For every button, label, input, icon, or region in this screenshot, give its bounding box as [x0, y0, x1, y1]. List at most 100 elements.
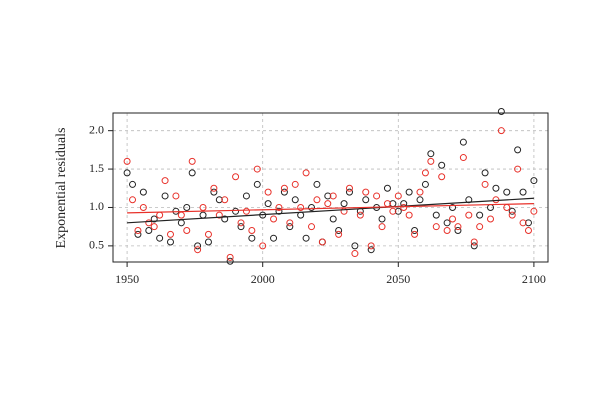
point — [134, 230, 142, 238]
point — [199, 211, 207, 219]
point — [438, 173, 446, 181]
point — [237, 219, 245, 227]
point — [308, 223, 316, 231]
point — [313, 180, 321, 188]
point — [492, 184, 500, 192]
point — [427, 157, 435, 165]
point — [280, 184, 288, 192]
point — [508, 207, 516, 215]
point — [449, 203, 457, 211]
point — [497, 107, 505, 115]
point — [514, 146, 522, 154]
point — [432, 211, 440, 219]
point — [194, 242, 202, 250]
point — [470, 238, 478, 246]
point — [248, 234, 256, 242]
point — [270, 215, 278, 223]
point — [297, 203, 305, 211]
point — [248, 227, 256, 235]
point — [459, 154, 467, 162]
point — [481, 169, 489, 177]
point — [291, 196, 299, 204]
point — [188, 169, 196, 177]
point — [524, 219, 532, 227]
point — [242, 207, 250, 215]
point — [362, 188, 370, 196]
point — [335, 230, 343, 238]
point — [204, 238, 212, 246]
point — [204, 230, 212, 238]
y-tick-label: 0.5 — [89, 238, 104, 252]
point — [340, 200, 348, 208]
point — [275, 207, 283, 215]
point — [318, 238, 326, 246]
point — [302, 234, 310, 242]
point — [215, 196, 223, 204]
point — [210, 188, 218, 196]
point — [411, 227, 419, 235]
y-axis-label: Exponential residuals — [54, 128, 69, 249]
x-tick-label: 2100 — [522, 272, 546, 286]
point — [253, 165, 261, 173]
point — [156, 211, 164, 219]
point — [156, 234, 164, 242]
point — [226, 257, 234, 265]
point — [324, 200, 332, 208]
point — [123, 157, 131, 165]
point — [335, 227, 343, 235]
point — [383, 184, 391, 192]
point — [508, 211, 516, 219]
point — [150, 215, 158, 223]
point — [356, 211, 364, 219]
point — [481, 180, 489, 188]
point — [194, 246, 202, 254]
point — [530, 177, 538, 185]
point — [232, 173, 240, 181]
point — [291, 180, 299, 188]
point — [166, 230, 174, 238]
point — [280, 188, 288, 196]
point — [389, 207, 397, 215]
point — [237, 223, 245, 231]
point — [166, 238, 174, 246]
y-tick-label: 1.5 — [89, 161, 104, 175]
trend-line — [127, 197, 534, 224]
point — [487, 215, 495, 223]
point — [421, 180, 429, 188]
point — [139, 203, 147, 211]
point — [329, 192, 337, 200]
point — [367, 242, 375, 250]
point — [394, 192, 402, 200]
point — [378, 215, 386, 223]
x-tick-label: 2050 — [386, 272, 410, 286]
point — [199, 203, 207, 211]
point — [161, 192, 169, 200]
point — [210, 184, 218, 192]
x-tick-label: 1950 — [115, 272, 139, 286]
point — [123, 169, 131, 177]
y-tick-label: 2.0 — [89, 122, 104, 136]
point — [242, 192, 250, 200]
point — [405, 211, 413, 219]
point — [378, 223, 386, 231]
point — [145, 219, 153, 227]
point — [497, 127, 505, 135]
point — [459, 138, 467, 146]
point — [454, 223, 462, 231]
point — [400, 203, 408, 211]
point — [362, 196, 370, 204]
point — [465, 211, 473, 219]
point — [161, 177, 169, 185]
point — [443, 227, 451, 235]
point — [351, 242, 359, 250]
point — [313, 196, 321, 204]
point — [286, 223, 294, 231]
point — [302, 169, 310, 177]
point — [373, 192, 381, 200]
point — [232, 207, 240, 215]
point — [465, 196, 473, 204]
point — [503, 188, 511, 196]
point — [438, 161, 446, 169]
